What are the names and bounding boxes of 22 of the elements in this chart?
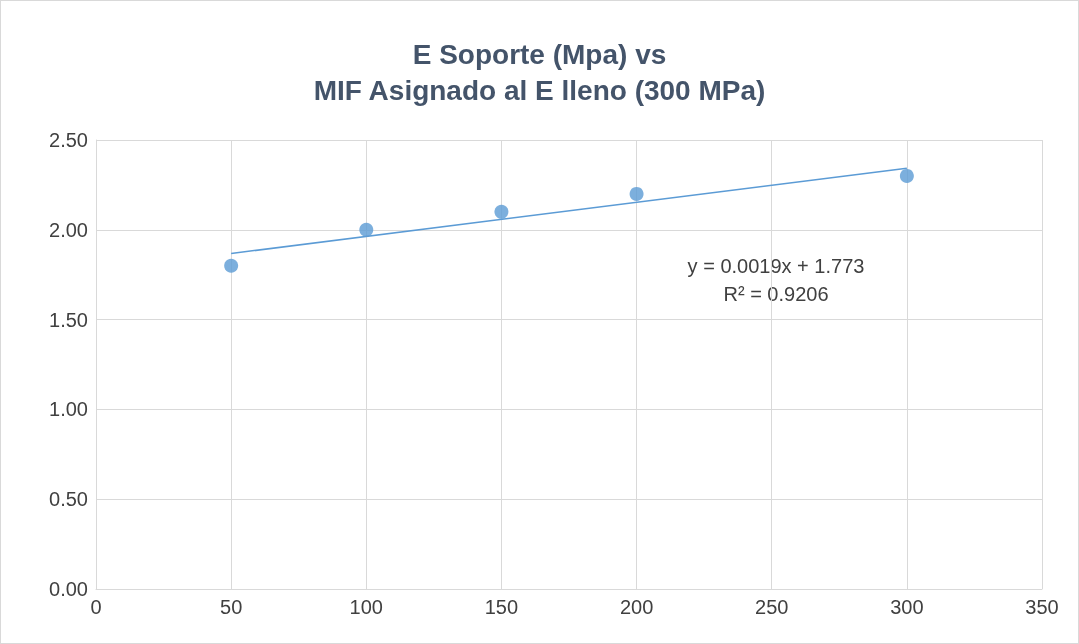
x-tick-label: 0 [90,596,102,618]
y-tick-label: 2.00 [49,218,88,241]
point [629,186,644,201]
x-tick-label: 350 [1025,596,1059,618]
y-tick-label: 0.50 [49,488,88,511]
point [359,222,374,237]
x-tick-label: 250 [755,596,789,618]
annotation: y = 0.0019x + 1.773 [687,255,865,277]
chart-title: E Soporte (Mpa) vs MIF Asignado al E lleno (300 MPa) [313,38,766,106]
y-tick-label: 0.00 [49,578,88,600]
x-tick-label: 200 [619,596,654,618]
y-tick-label: 2.50 [49,129,88,151]
y-tick-label: 1.50 [49,308,88,331]
point [899,168,914,183]
annotation: R² = 0.9206 [723,283,829,305]
x-tick-label: 50 [220,596,243,618]
x-tick-label: 300 [890,596,924,618]
y-tick-label: 1.00 [49,398,88,421]
point [224,258,239,273]
x-tick-label: 100 [349,596,383,618]
x-tick-label: 150 [484,596,519,618]
point [494,204,509,219]
